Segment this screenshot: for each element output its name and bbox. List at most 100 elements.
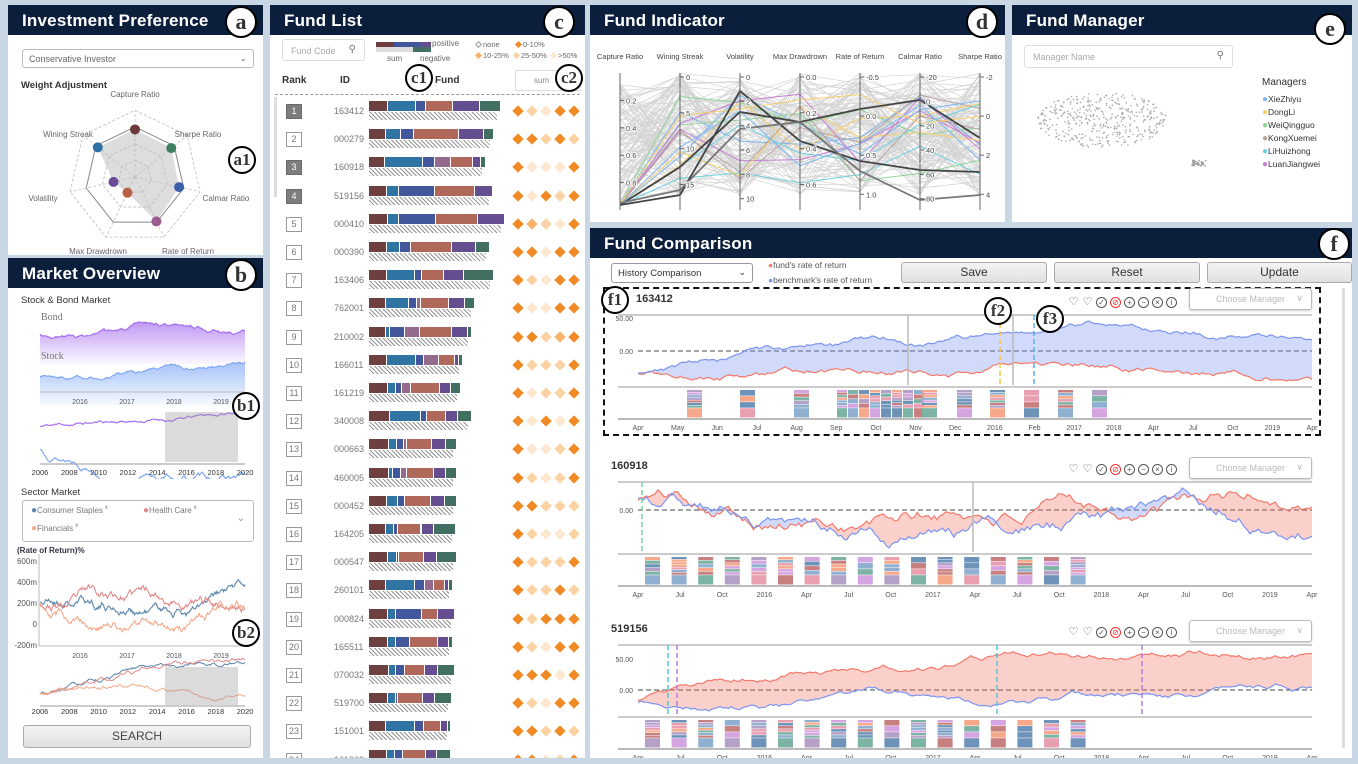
positive-segment[interactable] xyxy=(408,298,417,309)
manager-point[interactable] xyxy=(1153,129,1156,131)
holding-segment[interactable] xyxy=(1017,569,1033,572)
holding-segment[interactable] xyxy=(881,397,891,401)
positive-segment[interactable] xyxy=(398,213,436,224)
manager-point[interactable] xyxy=(1162,113,1164,116)
holding-segment[interactable] xyxy=(1044,566,1059,571)
manager-point[interactable] xyxy=(1066,110,1069,113)
percentile-diamond[interactable] xyxy=(554,133,566,145)
positive-segment[interactable] xyxy=(465,298,475,309)
percentile-diamond[interactable] xyxy=(512,697,524,709)
percentile-diamond[interactable] xyxy=(554,528,566,540)
positive-segment[interactable] xyxy=(423,721,440,732)
percentile-diamond[interactable] xyxy=(512,641,524,653)
holding-segment[interactable] xyxy=(990,400,1005,403)
manager-point[interactable] xyxy=(1127,110,1130,113)
manager-point[interactable] xyxy=(1065,140,1067,142)
manager-point[interactable] xyxy=(1120,120,1123,123)
positive-segment[interactable] xyxy=(450,383,461,393)
manager-point[interactable] xyxy=(1100,110,1103,113)
holding-bar[interactable] xyxy=(990,390,1005,418)
percentile-diamond[interactable] xyxy=(526,189,538,202)
percentile-diamond[interactable] xyxy=(554,753,566,758)
positive-segment[interactable] xyxy=(369,749,386,758)
positive-segment[interactable] xyxy=(433,524,456,534)
sector-return-chart[interactable]: 600m 400m 200m 0 -200m 2016 2017 2018 2019 2006 20… xyxy=(8,554,263,714)
percentile-diamond[interactable] xyxy=(540,556,552,568)
holding-segment[interactable] xyxy=(804,738,820,748)
holding-segment[interactable] xyxy=(1024,390,1039,396)
positive-segment[interactable] xyxy=(398,185,435,196)
manager-point[interactable] xyxy=(1116,133,1119,135)
holding-segment[interactable] xyxy=(1070,562,1086,565)
manager-point[interactable] xyxy=(1202,163,1205,166)
holding-segment[interactable] xyxy=(1070,557,1086,560)
manager-point[interactable] xyxy=(1111,104,1114,106)
holding-segment[interactable] xyxy=(964,720,980,726)
manager-point[interactable] xyxy=(1117,140,1119,143)
holding-segment[interactable] xyxy=(751,729,767,732)
holding-segment[interactable] xyxy=(740,390,755,396)
manager-point[interactable] xyxy=(1060,115,1063,118)
percentile-diamond[interactable] xyxy=(540,471,552,484)
manager-point[interactable] xyxy=(1071,136,1073,139)
holding-segment[interactable] xyxy=(1070,564,1086,567)
holding-bar[interactable] xyxy=(794,390,809,418)
positive-segment[interactable] xyxy=(422,157,434,168)
holding-segment[interactable] xyxy=(671,732,687,735)
negative-bar[interactable] xyxy=(369,676,451,684)
holding-segment[interactable] xyxy=(914,390,924,395)
holding-segment[interactable] xyxy=(957,399,972,402)
manager-point[interactable] xyxy=(1055,108,1058,110)
positive-segment[interactable] xyxy=(434,157,450,168)
manager-point[interactable] xyxy=(1087,97,1089,99)
reset-button[interactable]: Reset xyxy=(1054,262,1200,283)
manager-point[interactable] xyxy=(1143,119,1145,121)
holding-segment[interactable] xyxy=(857,569,873,575)
manager-point[interactable] xyxy=(1067,120,1070,122)
stock-bond-chart[interactable]: Bond Stock 2016 2017 2018 2019 2006 2008 2010 201… xyxy=(8,304,263,479)
holding-segment[interactable] xyxy=(645,571,660,575)
manager-point[interactable] xyxy=(1092,125,1094,127)
percentile-diamond[interactable] xyxy=(526,359,538,371)
manager-legend-item[interactable]: ●LuanJiangwei xyxy=(1262,158,1320,171)
manager-point[interactable] xyxy=(1127,135,1129,138)
holding-segment[interactable] xyxy=(1017,557,1033,560)
fund-row[interactable]: 3 160918 xyxy=(270,157,585,183)
percentile-diamond[interactable] xyxy=(512,500,524,512)
positive-segment[interactable] xyxy=(397,439,404,450)
manager-point[interactable] xyxy=(1102,113,1105,116)
holding-segment[interactable] xyxy=(687,403,702,406)
holding-bar[interactable] xyxy=(914,390,924,418)
positive-segment[interactable] xyxy=(437,749,450,758)
manager-point[interactable] xyxy=(1118,103,1121,106)
negative-bar[interactable] xyxy=(369,281,491,290)
positive-segment[interactable] xyxy=(474,185,492,196)
positive-segment[interactable] xyxy=(464,270,494,281)
manager-point[interactable] xyxy=(1066,98,1068,101)
positive-segment[interactable] xyxy=(472,157,480,168)
holding-segment[interactable] xyxy=(937,572,953,575)
manager-point[interactable] xyxy=(1150,117,1152,120)
heart-icon[interactable]: ♡ xyxy=(1068,296,1079,308)
percentile-diamond[interactable] xyxy=(512,105,524,117)
percentile-diamond[interactable] xyxy=(512,246,524,258)
percentile-diamond[interactable] xyxy=(526,218,538,230)
percentile-diamond[interactable] xyxy=(526,161,538,174)
manager-point[interactable] xyxy=(1192,159,1194,162)
positive-segment[interactable] xyxy=(446,467,457,478)
choose-manager-select[interactable]: Choose Manager ∨ xyxy=(1189,620,1312,642)
holding-bar[interactable] xyxy=(671,557,687,585)
holding-segment[interactable] xyxy=(957,405,972,408)
negative-bar[interactable] xyxy=(369,535,453,543)
heart-icon[interactable]: ♡ xyxy=(1068,463,1079,475)
negative-bar[interactable] xyxy=(369,619,451,628)
positive-segment[interactable] xyxy=(369,354,386,365)
manager-point[interactable] xyxy=(1125,102,1128,104)
manager-point[interactable] xyxy=(1131,94,1134,97)
manager-point[interactable] xyxy=(1110,107,1112,110)
positive-segment[interactable] xyxy=(444,580,449,591)
positive-segment[interactable] xyxy=(388,552,396,563)
holding-segment[interactable] xyxy=(831,720,847,723)
manager-legend-item[interactable]: ●KongXuemei xyxy=(1262,132,1320,145)
holding-segment[interactable] xyxy=(964,569,980,575)
